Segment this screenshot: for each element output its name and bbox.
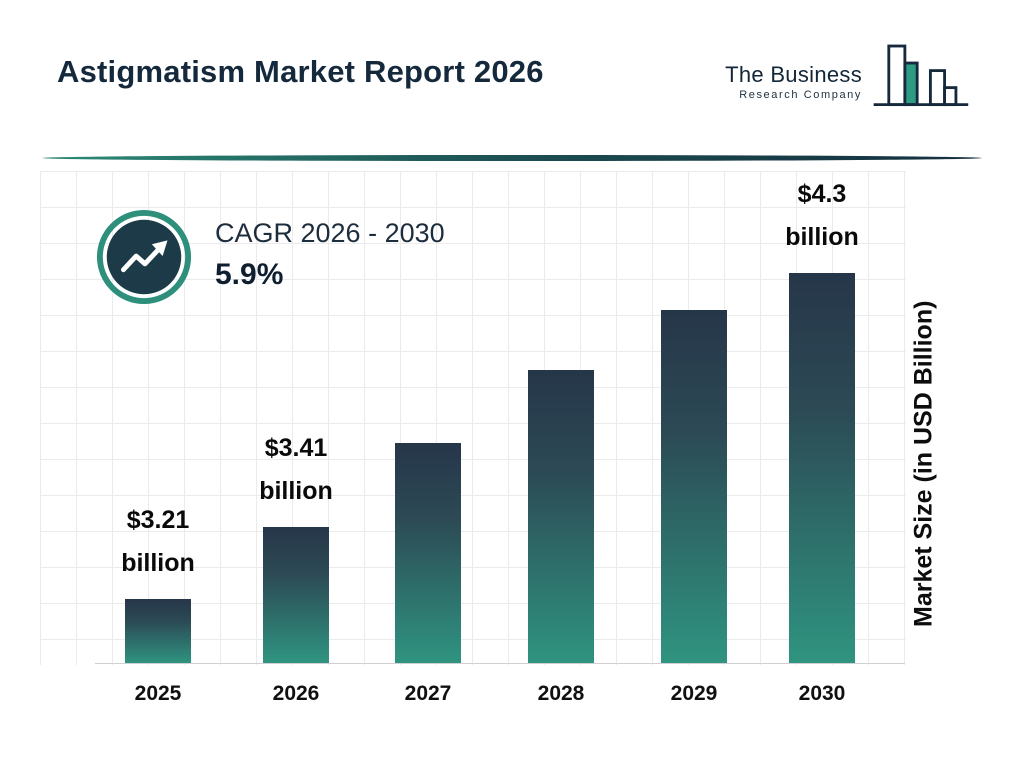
cagr-label: CAGR 2026 - 2030 — [215, 218, 445, 248]
logo-subname: Research Company — [739, 88, 862, 101]
y-axis-title: Market Size (in USD Billion) — [909, 300, 938, 628]
trend-up-icon — [96, 209, 192, 305]
bar-value-label-2026: $3.41 billion — [259, 427, 333, 513]
x-axis-label-2027: 2027 — [404, 682, 452, 705]
x-axis-label-2026: 2026 — [272, 682, 320, 705]
bar-value-unit: billion — [785, 223, 859, 251]
logo-text: The Business Research Company — [725, 62, 862, 101]
bar-value-unit: billion — [121, 549, 195, 577]
divider-line — [42, 155, 982, 161]
page-title: Astigmatism Market Report 2026 — [57, 54, 544, 89]
bar-value-amount: $3.41 — [264, 434, 328, 462]
x-axis-label-2029: 2029 — [670, 682, 718, 705]
bar-2025 — [125, 599, 191, 663]
bar-value-label-2025: $3.21 billion — [121, 499, 195, 585]
company-logo: The Business Research Company — [725, 40, 972, 122]
x-axis-label-2030: 2030 — [798, 682, 846, 705]
bar-2029 — [661, 310, 727, 663]
bar-2026 — [263, 527, 329, 663]
bar-value-label-2030: $4.3 billion — [785, 173, 859, 259]
bar-value-amount: $3.21 — [126, 506, 190, 534]
logo-name: The Business — [725, 61, 862, 87]
bar-2030 — [789, 273, 855, 663]
bar-2028 — [528, 370, 594, 663]
logo-barchart-icon — [873, 44, 969, 107]
cagr-badge: CAGR 2026 - 2030 5.9% — [95, 208, 445, 306]
x-axis-line — [95, 663, 905, 664]
cagr-value: 5.9% — [215, 258, 284, 291]
x-axis-label-2025: 2025 — [134, 682, 182, 705]
x-axis-label-2028: 2028 — [537, 682, 585, 705]
chart-grid — [40, 171, 906, 665]
bar-value-unit: billion — [259, 477, 333, 505]
cagr-texts: CAGR 2026 - 2030 5.9% — [215, 208, 445, 292]
bar-2027 — [395, 443, 461, 663]
bar-value-amount: $4.3 — [797, 180, 847, 208]
